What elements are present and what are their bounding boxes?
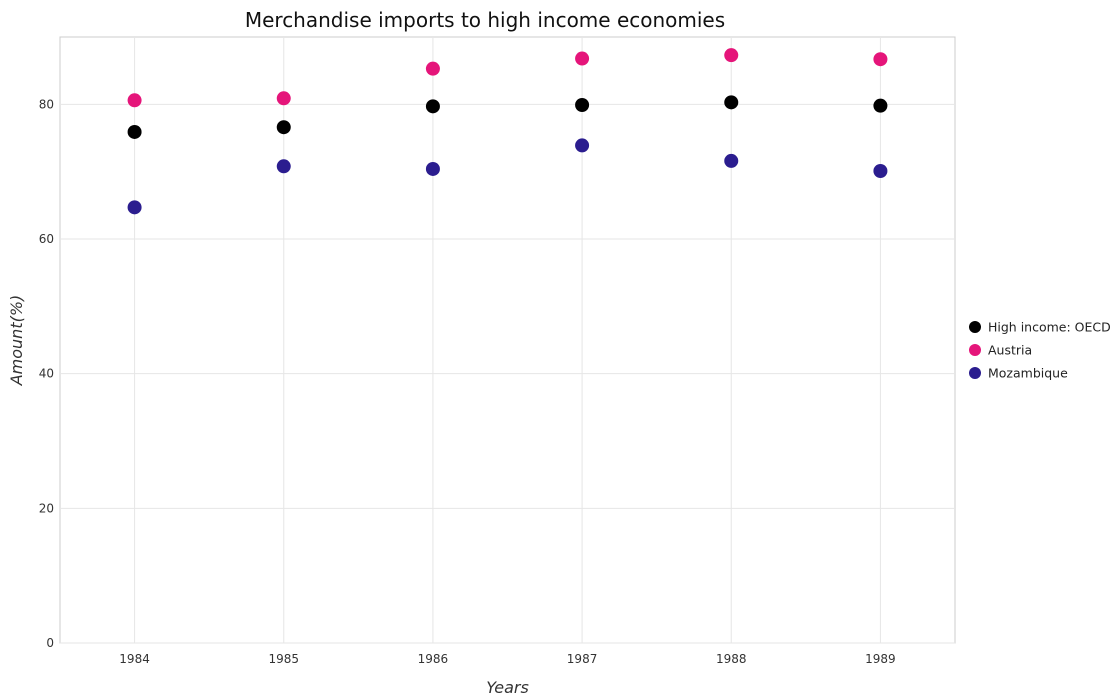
legend-marker [969, 344, 981, 356]
plot-area [59, 36, 956, 644]
data-point-mozambique-1986 [425, 161, 440, 176]
data-point-austria-1985 [276, 91, 291, 106]
legend-marker [969, 367, 981, 379]
data-point-mozambique-1987 [575, 138, 590, 153]
x-tick-label: 1988 [716, 652, 747, 666]
y-tick-label: 60 [39, 232, 54, 246]
legend-label: High income: OECD [988, 320, 1111, 335]
chart-title: Merchandise imports to high income econo… [245, 8, 725, 32]
legend-marker [969, 321, 981, 333]
data-point-austria-1984 [127, 93, 142, 108]
legend-label: Mozambique [988, 366, 1068, 381]
y-tick-label: 0 [46, 636, 54, 650]
y-tick-label: 80 [39, 97, 54, 111]
data-point-mozambique-1984 [127, 200, 142, 215]
x-tick-label: 1987 [567, 652, 598, 666]
data-point-high-income-oecd-1986 [425, 99, 440, 114]
legend-label: Austria [988, 343, 1032, 358]
data-point-austria-1987 [575, 51, 590, 66]
data-point-high-income-oecd-1988 [724, 95, 739, 110]
data-point-mozambique-1988 [724, 153, 739, 168]
x-tick-label: 1986 [418, 652, 449, 666]
data-point-mozambique-1985 [276, 159, 291, 174]
data-point-high-income-oecd-1989 [873, 98, 888, 113]
data-point-austria-1989 [873, 52, 888, 67]
data-point-high-income-oecd-1985 [276, 120, 291, 135]
y-axis-label: Amount(%) [7, 295, 26, 387]
data-point-mozambique-1989 [873, 163, 888, 178]
data-point-high-income-oecd-1987 [575, 98, 590, 113]
data-point-austria-1986 [425, 61, 440, 76]
y-tick-label: 40 [39, 367, 54, 381]
legend: High income: OECD Austria Mozambique [969, 320, 1111, 381]
point-layer [127, 48, 888, 215]
y-tick-label: 20 [39, 501, 54, 515]
tick-layer: 0 20 40 60 80 1984 1985 1986 1987 1988 1989 [39, 97, 896, 666]
x-tick-label: 1985 [268, 652, 299, 666]
x-axis-label: Years [486, 678, 529, 697]
data-point-high-income-oecd-1984 [127, 124, 142, 139]
data-point-austria-1988 [724, 48, 739, 63]
x-tick-label: 1989 [865, 652, 896, 666]
x-tick-label: 1984 [119, 652, 150, 666]
